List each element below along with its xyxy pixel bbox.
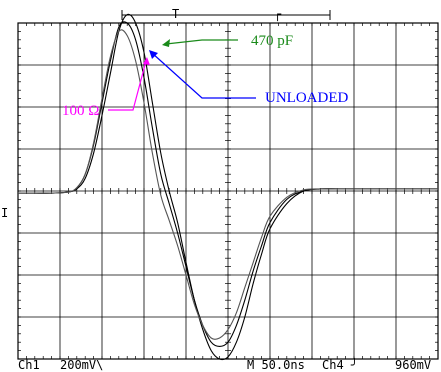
annotation-100ohm-label: 100 Ω	[62, 103, 99, 119]
grid	[17, 22, 439, 360]
scope-readouts: Ch1 200mV\ M 50.0ns Ch4 ╯ 960mV	[18, 357, 431, 372]
trigger-marker-right: ┌	[274, 7, 282, 21]
timebase-readout: M 50.0ns	[247, 358, 305, 372]
trigger-level-readout: 960mV	[395, 358, 431, 372]
trigger-channel-readout: Ch4 ╯	[322, 357, 358, 372]
annotation-100ohm-arrow	[108, 60, 147, 111]
annotation-unloaded-arrow	[151, 52, 256, 99]
annotation-470pf-label: 470 pF	[251, 33, 293, 49]
annotation-100ohm-arrowhead	[143, 57, 150, 65]
ch1-label: Ch1	[18, 358, 40, 372]
annotations: 470 pF UNLOADED 100 Ω	[62, 33, 348, 119]
ch1-ground-marker: I	[1, 206, 8, 220]
ch1-scale: 200mV\	[60, 358, 103, 372]
trace-100	[17, 29, 438, 340]
traces	[17, 13, 438, 361]
annotation-unloaded-arrowhead	[149, 50, 158, 59]
trigger-position-marker: T	[172, 7, 179, 21]
annotation-unloaded-label: UNLOADED	[265, 90, 348, 106]
annotation-470pf-arrowhead	[162, 39, 170, 47]
trigger-window-bracket	[121, 10, 331, 20]
annotation-470pf-arrow	[165, 39, 238, 45]
